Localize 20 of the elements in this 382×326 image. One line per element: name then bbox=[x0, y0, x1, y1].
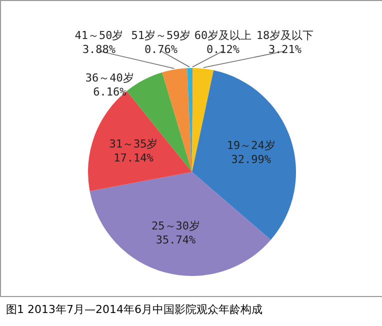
slice-label: 51岁～59岁 bbox=[131, 29, 191, 42]
data-label: 17.14% bbox=[114, 151, 154, 164]
text: 图1 2013年7月—2014年6月中国影院观众年龄构成 bbox=[6, 303, 262, 316]
slice-label: 36～40岁 bbox=[85, 71, 134, 84]
data-label: 3.21% bbox=[268, 43, 302, 56]
data-label: 0.76% bbox=[144, 43, 178, 56]
slice-label: 31～35岁 bbox=[109, 137, 158, 150]
slice-label: 41～50岁 bbox=[74, 29, 124, 42]
data-label: 3.88% bbox=[82, 43, 116, 56]
data-label: 6.16% bbox=[93, 85, 127, 98]
data-label: 32.99% bbox=[231, 153, 272, 166]
slice-label: 60岁及以上 bbox=[194, 29, 252, 42]
pie-slice bbox=[162, 68, 192, 172]
slice-label: 25～30岁 bbox=[152, 219, 200, 232]
data-label: 0.12% bbox=[206, 43, 240, 56]
data-label: 35.74% bbox=[156, 233, 196, 246]
pie-slice bbox=[192, 68, 214, 172]
slice-label: 19～24岁 bbox=[226, 139, 276, 152]
slice-label: 18岁及以下 bbox=[256, 29, 314, 42]
pie-slice bbox=[90, 172, 271, 276]
